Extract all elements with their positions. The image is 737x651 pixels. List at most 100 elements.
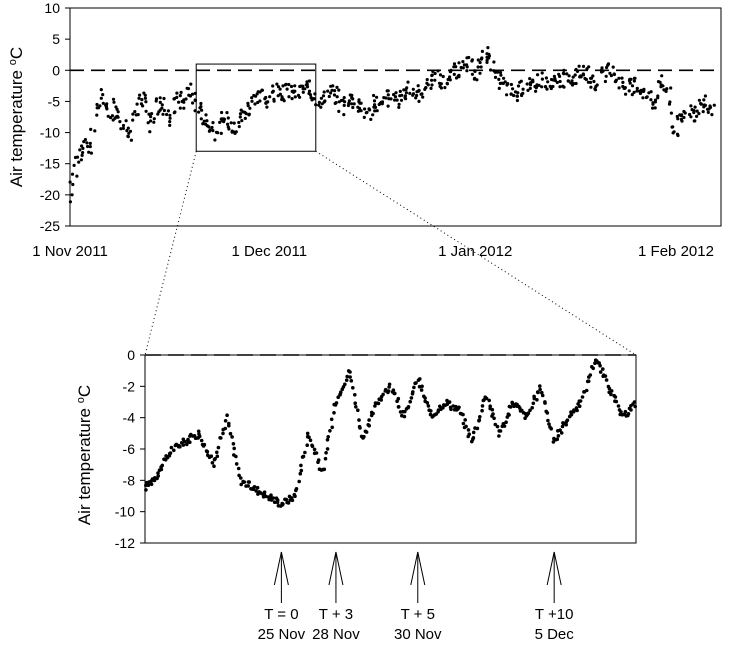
top-data-point	[443, 86, 447, 90]
top-data-point	[111, 97, 116, 101]
top-data-point	[452, 72, 456, 76]
top-data-point	[312, 97, 316, 101]
bottom-data-point	[528, 408, 532, 413]
top-data-point	[253, 102, 257, 106]
bottom-data-point	[451, 404, 456, 408]
top-data-point	[202, 119, 206, 123]
top-data-point	[207, 125, 211, 129]
top-data-point	[675, 132, 680, 136]
top-data-point	[701, 110, 705, 114]
bottom-data-point	[392, 391, 397, 396]
top-data-point	[656, 96, 660, 100]
bottom-data-point	[565, 418, 570, 423]
top-data-point	[375, 109, 379, 113]
bottom-data-point	[349, 379, 354, 383]
top-data-point	[287, 82, 291, 87]
top-data-point	[125, 129, 129, 133]
bottom-y-tick-label: -10	[115, 504, 135, 520]
bottom-data-point	[423, 396, 427, 400]
top-data-point	[126, 126, 130, 130]
bottom-data-point	[234, 454, 238, 459]
top-data-point	[574, 81, 578, 86]
time-marker-label: T + 3	[319, 606, 353, 623]
top-data-point	[439, 86, 443, 90]
top-data-point	[575, 69, 580, 73]
bottom-data-point	[215, 454, 220, 459]
top-data-point	[373, 105, 378, 109]
top-data-point	[131, 112, 135, 116]
top-data-point	[144, 100, 148, 104]
top-data-points	[68, 46, 716, 204]
bottom-data-point	[530, 406, 534, 410]
top-data-point	[143, 93, 147, 97]
top-data-point	[79, 158, 83, 162]
bottom-data-point	[144, 488, 148, 492]
bottom-data-point	[185, 442, 189, 447]
time-marker-date: 25 Nov	[258, 626, 306, 643]
top-data-point	[126, 135, 130, 139]
top-data-point	[271, 84, 275, 88]
bottom-data-point	[242, 480, 247, 484]
top-data-point	[416, 89, 421, 93]
top-data-point	[293, 84, 297, 88]
time-marker-arrowhead	[328, 551, 344, 586]
top-data-point	[168, 123, 172, 127]
bottom-data-point	[629, 408, 633, 412]
top-data-point	[238, 112, 243, 116]
bottom-data-point	[507, 413, 511, 417]
top-data-point	[281, 84, 285, 88]
bottom-data-point	[409, 396, 414, 400]
bottom-data-point	[312, 447, 317, 452]
top-data-point	[470, 58, 474, 62]
top-data-point	[579, 75, 583, 79]
top-data-point	[278, 87, 282, 91]
top-data-point	[337, 109, 341, 113]
top-data-point	[622, 86, 626, 90]
bottom-data-point	[178, 445, 182, 449]
top-data-point	[182, 98, 186, 102]
bottom-data-point	[271, 496, 276, 500]
bottom-data-point	[358, 426, 362, 430]
bottom-data-point	[159, 467, 164, 472]
top-data-point	[540, 77, 545, 81]
bottom-data-point	[633, 404, 637, 409]
bottom-data-point	[425, 401, 430, 405]
top-data-point	[68, 200, 72, 204]
top-data-point	[476, 65, 480, 69]
top-data-point	[605, 65, 609, 70]
bottom-data-point	[414, 381, 418, 385]
top-data-point	[189, 82, 193, 86]
top-data-point	[317, 100, 321, 104]
bottom-y-axis-unit-base: C	[75, 385, 94, 397]
top-data-point	[708, 104, 712, 108]
top-data-point	[290, 97, 294, 101]
top-data-point	[635, 86, 639, 90]
bottom-data-point	[619, 410, 623, 414]
bottom-data-point	[586, 379, 591, 384]
bottom-data-point	[475, 426, 480, 431]
top-data-point	[121, 126, 125, 130]
top-data-point	[620, 76, 624, 80]
top-data-point	[558, 85, 562, 89]
top-data-point	[393, 98, 397, 102]
top-data-point	[319, 96, 323, 100]
bottom-data-point	[247, 480, 251, 484]
top-data-point	[326, 89, 330, 93]
top-data-point	[204, 113, 208, 117]
top-y-ticks: 10 5 0 -5 -10 -15 -20 -25	[40, 0, 70, 234]
top-y-tick-label: -25	[40, 218, 60, 234]
top-data-point	[75, 174, 79, 178]
top-data-point	[479, 57, 483, 61]
top-data-point	[406, 80, 410, 84]
time-marker-date: 30 Nov	[394, 626, 442, 643]
top-data-point	[665, 87, 669, 91]
top-data-point	[653, 98, 658, 102]
top-data-point	[528, 83, 533, 87]
bottom-data-point	[466, 428, 471, 432]
bottom-data-point	[272, 500, 277, 505]
bottom-data-point	[387, 382, 392, 387]
top-data-point	[380, 102, 384, 106]
top-y-tick-label: -15	[40, 156, 60, 172]
top-data-point	[89, 151, 93, 155]
top-data-point	[392, 93, 396, 97]
